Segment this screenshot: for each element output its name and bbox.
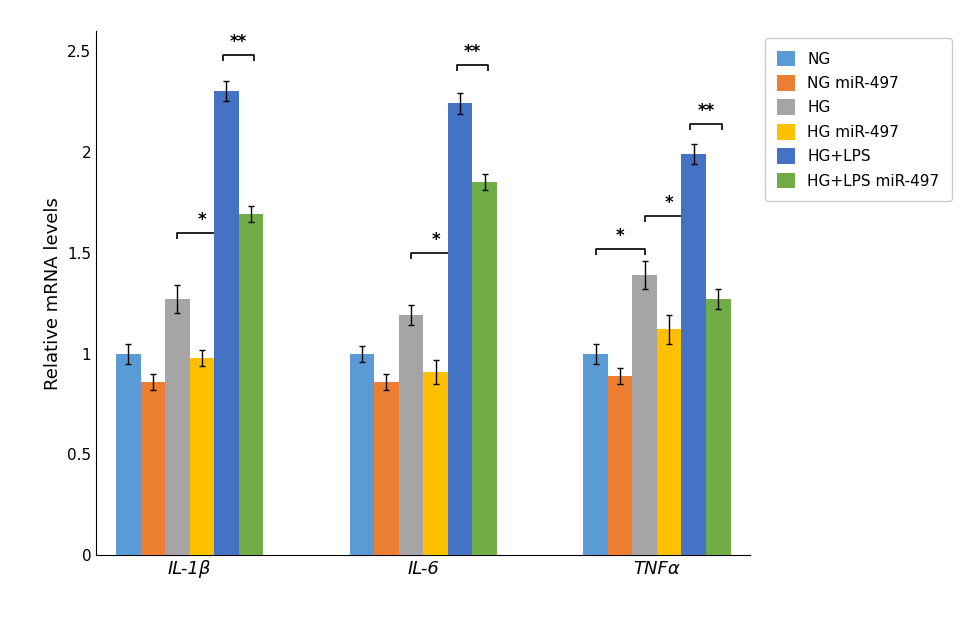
Bar [447, 104, 472, 555]
Bar [116, 354, 140, 555]
Bar [582, 354, 607, 555]
Text: *: * [197, 210, 206, 228]
Text: *: * [431, 231, 439, 249]
Bar [607, 376, 631, 555]
Bar [165, 299, 189, 555]
Legend: NG, NG miR-497, HG, HG miR-497, HG+LPS, HG+LPS miR-497: NG, NG miR-497, HG, HG miR-497, HG+LPS, … [764, 38, 950, 201]
Bar [472, 182, 496, 555]
Bar [238, 215, 263, 555]
Text: **: ** [463, 43, 480, 61]
Bar [140, 382, 165, 555]
Text: *: * [615, 226, 624, 245]
Bar [189, 358, 214, 555]
Bar [349, 354, 374, 555]
Bar [398, 315, 423, 555]
Bar [214, 91, 238, 555]
Bar [680, 154, 705, 555]
Text: *: * [664, 194, 673, 212]
Y-axis label: Relative mRNA levels: Relative mRNA levels [43, 197, 62, 389]
Text: **: ** [230, 33, 247, 51]
Bar [374, 382, 398, 555]
Bar [656, 329, 680, 555]
Bar [705, 299, 729, 555]
Bar [631, 275, 656, 555]
Text: **: ** [697, 102, 714, 120]
Bar [423, 371, 447, 555]
